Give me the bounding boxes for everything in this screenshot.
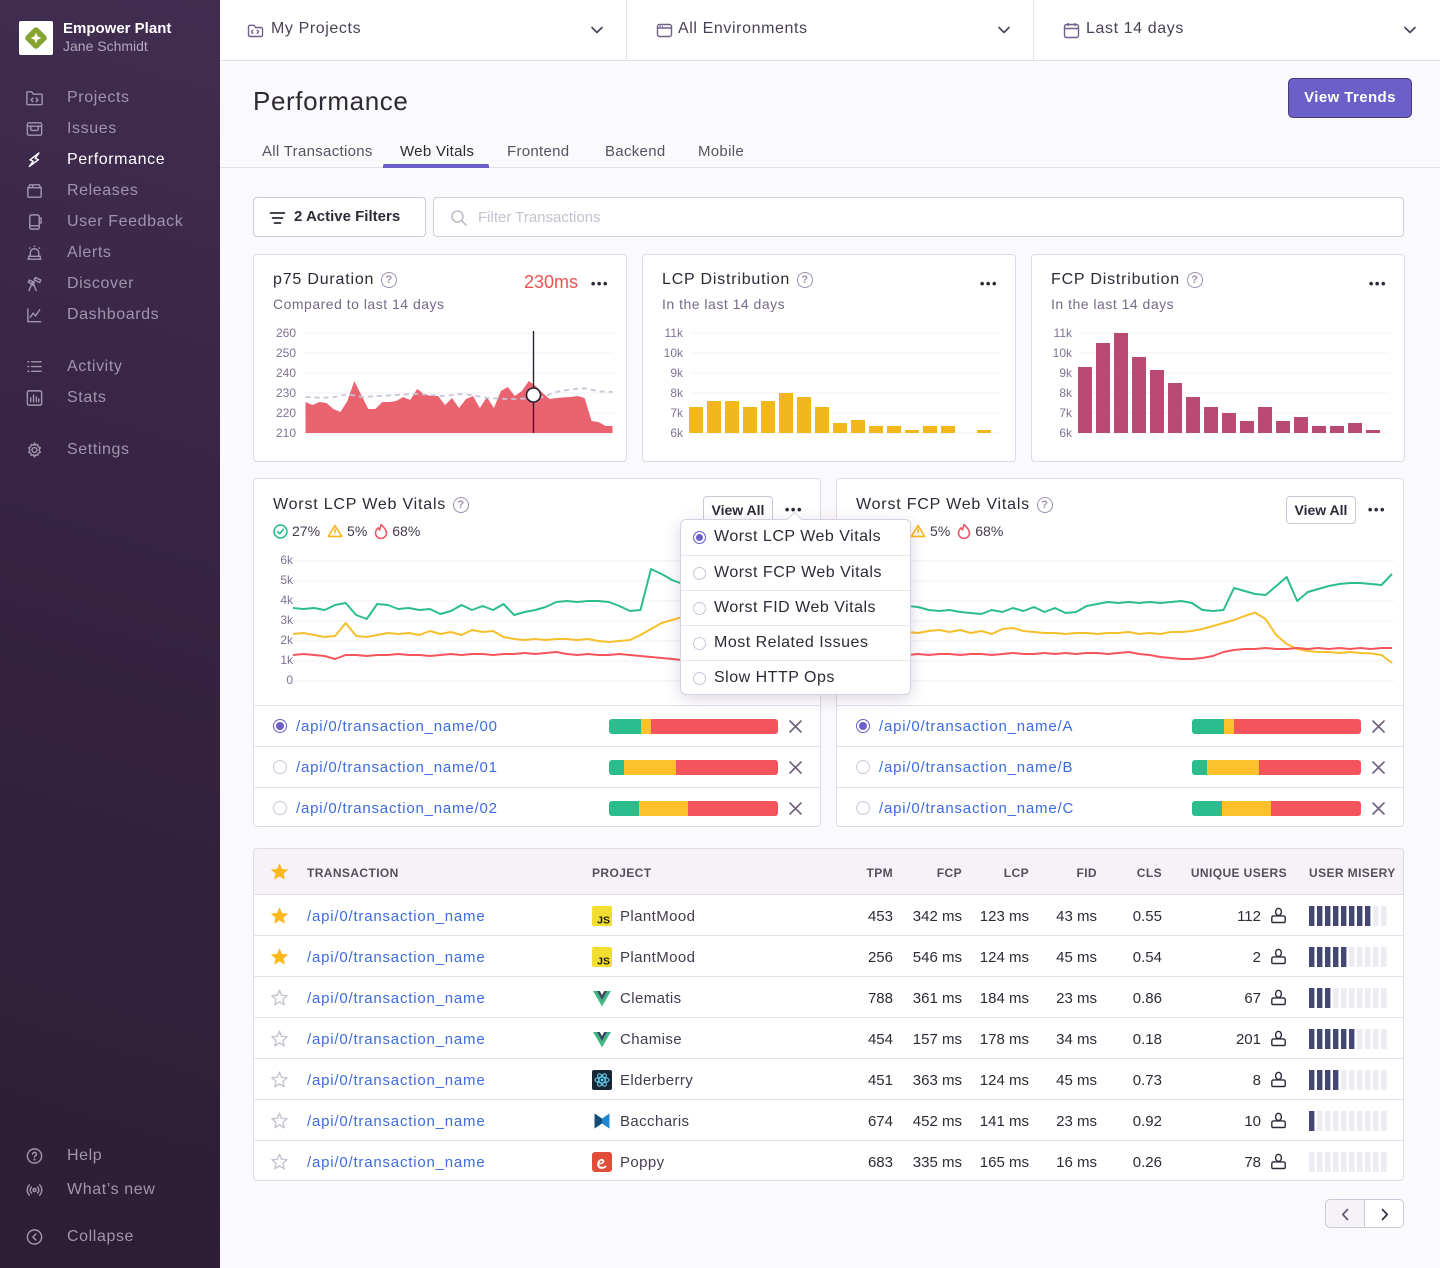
svg-text:JS: JS <box>597 956 610 968</box>
svg-text:JS: JS <box>597 915 610 927</box>
